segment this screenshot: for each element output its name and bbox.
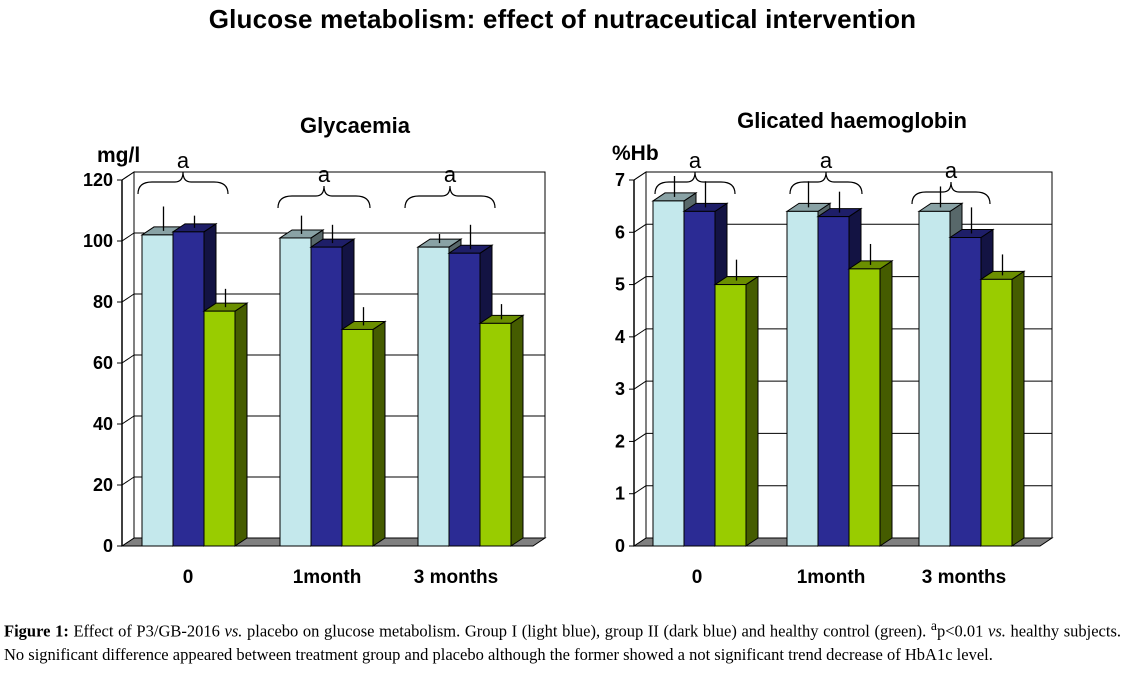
y-tick-label: 3	[615, 379, 625, 399]
bar	[479, 322, 512, 547]
bar	[683, 210, 716, 547]
y-tick-label: 6	[615, 222, 625, 242]
caption-vs-2: vs.	[988, 621, 1006, 641]
y-tick-label: 0	[103, 536, 113, 556]
gridline-side	[121, 354, 135, 364]
bar	[817, 216, 850, 547]
chart-title: Glicated haemoglobin	[737, 108, 967, 133]
caption-figure-label: Figure 1:	[4, 621, 69, 641]
gridline-side	[633, 380, 647, 390]
significance-brace	[404, 185, 496, 209]
y-tick-label: 0	[615, 536, 625, 556]
bar	[980, 278, 1013, 547]
y-axis-unit-label: mg/l	[97, 144, 140, 167]
significance-label: a	[177, 148, 190, 173]
caption-vs-1: vs.	[224, 621, 243, 641]
bar	[172, 231, 205, 547]
gridline-side	[121, 232, 135, 242]
gridline-side	[121, 293, 135, 303]
significance-label: a	[945, 158, 958, 183]
caption-text-1: Effect of P3/GB-2016	[68, 621, 225, 641]
bar	[310, 246, 343, 547]
gridline-side	[633, 223, 647, 233]
bar	[786, 210, 819, 547]
glycaemia-chart: 0 20 40 60 80 100 120 0 1month 3 months a a a Glycaem…	[83, 113, 547, 588]
glicated-haemoglobin-chart: 0 1 2 3 4 5 6 7 0 1month 3 months a a a Glicated haemo…	[612, 108, 1054, 588]
bar-side	[234, 302, 248, 547]
y-axis-unit-label: %Hb	[612, 142, 659, 165]
bar-side	[510, 314, 524, 547]
y-tick-label: 1	[615, 484, 625, 504]
significance-label: a	[444, 162, 457, 187]
y-tick-label: 7	[615, 170, 625, 190]
bar-side	[372, 320, 386, 547]
bar-side	[1011, 270, 1025, 547]
gridline-side	[633, 171, 647, 181]
chart-title: Glycaemia	[300, 113, 411, 138]
figure-title: Glucose metabolism: effect of nutraceuti…	[208, 4, 917, 34]
y-tick-label: 5	[615, 275, 625, 295]
bar-side	[745, 275, 759, 547]
gridline-side	[633, 485, 647, 495]
significance-brace	[654, 171, 736, 195]
bar	[848, 268, 881, 547]
y-tick-label: 60	[93, 353, 113, 373]
gridline-side	[633, 276, 647, 285]
y-tick-label: 40	[93, 414, 113, 434]
gridline-side	[121, 415, 135, 425]
bar	[448, 252, 481, 547]
bar-side	[879, 259, 893, 547]
bar	[417, 246, 450, 547]
y-tick-label: 20	[93, 475, 113, 495]
category-label: 1month	[797, 567, 866, 588]
significance-brace	[277, 185, 371, 209]
gridline-side	[121, 171, 135, 181]
y-tick-label: 100	[83, 231, 113, 251]
bar	[918, 210, 951, 547]
bar	[279, 237, 312, 547]
caption-text-4: healthy subjects. No significant differe…	[4, 621, 1121, 664]
significance-label: a	[820, 148, 833, 173]
caption-superscript-a: a	[930, 618, 937, 633]
y-tick-label: 80	[93, 292, 113, 312]
category-label: 1month	[293, 567, 362, 588]
significance-label: a	[689, 148, 702, 173]
y-tick-label: 4	[615, 327, 625, 347]
category-label: 0	[692, 567, 703, 588]
bar	[203, 310, 236, 547]
category-label: 0	[183, 567, 194, 588]
bar	[652, 200, 685, 547]
gridline-side	[633, 433, 647, 442]
bar	[714, 284, 747, 547]
significance-brace	[137, 171, 229, 195]
y-tick-label: 2	[615, 431, 625, 451]
bar	[141, 234, 174, 547]
gridline-side	[633, 328, 647, 338]
figure-caption: Figure 1: Effect of P3/GB-2016 vs. place…	[4, 614, 1121, 666]
bar	[949, 237, 982, 547]
caption-text-3: p<0.01	[936, 621, 989, 641]
gridline-side	[121, 476, 135, 486]
category-label: 3 months	[922, 567, 1006, 588]
significance-label: a	[318, 162, 331, 187]
y-tick-label: 120	[83, 170, 113, 190]
bar	[341, 328, 374, 547]
significance-brace	[911, 181, 991, 205]
significance-brace	[789, 171, 863, 195]
caption-text-2: placebo on glucose metabolism. Group I (…	[242, 621, 931, 641]
category-label: 3 months	[414, 567, 498, 588]
